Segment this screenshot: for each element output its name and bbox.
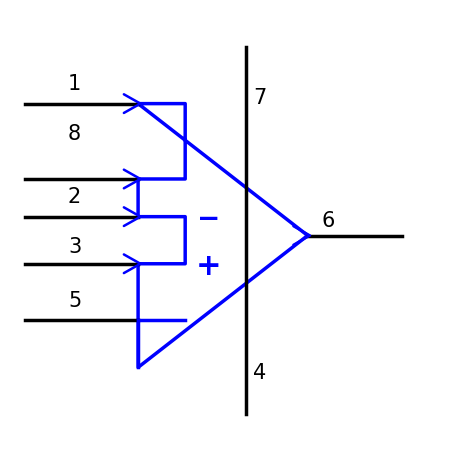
Text: 3: 3 (68, 237, 81, 257)
Text: 5: 5 (68, 291, 81, 311)
Text: 8: 8 (68, 124, 81, 144)
Text: 7: 7 (254, 89, 267, 108)
Text: +: + (196, 252, 221, 281)
Text: 1: 1 (68, 74, 81, 94)
Text: 2: 2 (68, 187, 81, 207)
Text: 6: 6 (322, 211, 335, 231)
Text: 4: 4 (254, 363, 267, 382)
Text: −: − (197, 205, 220, 233)
